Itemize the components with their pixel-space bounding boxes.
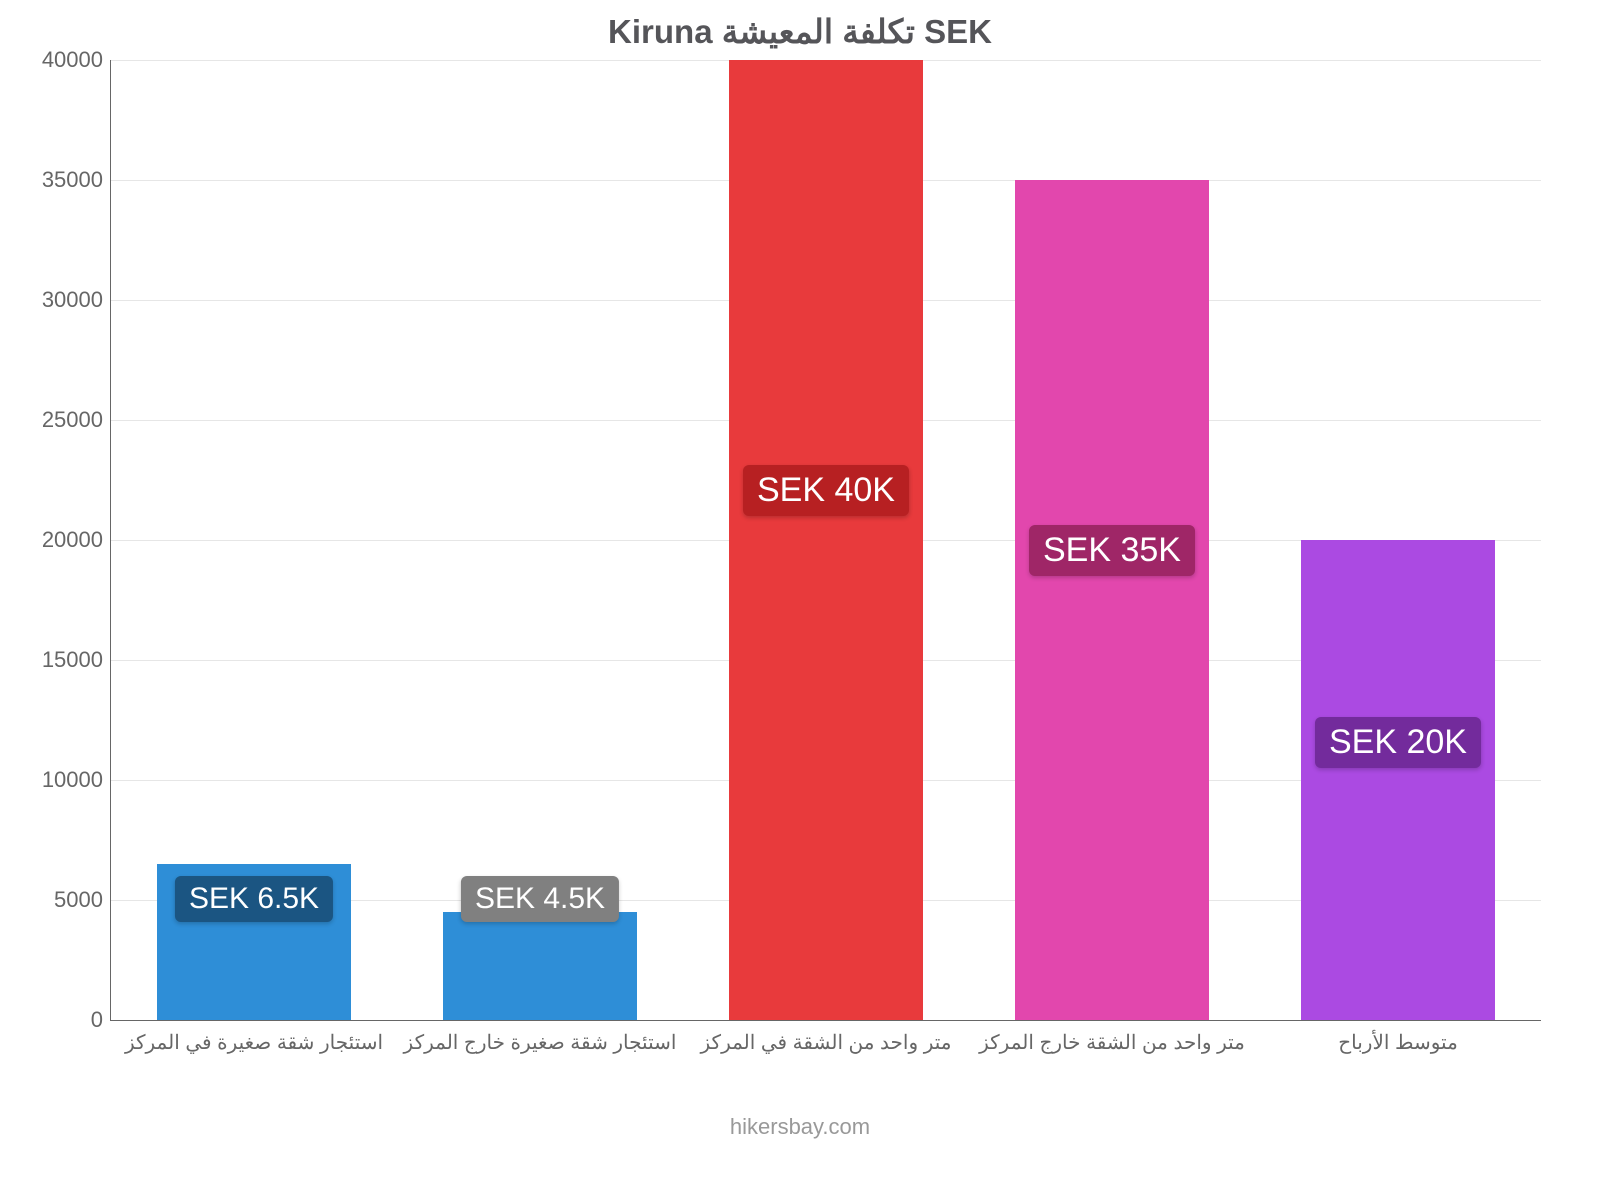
x-tick-label: متر واحد من الشقة في المركز (701, 1020, 952, 1055)
x-tick-label: متوسط الأرباح (1338, 1020, 1458, 1055)
chart-container: Kiruna تكلفة المعيشة SEK 050001000015000… (0, 0, 1600, 1200)
value-badge: SEK 35K (1029, 525, 1195, 576)
plot-area: 0500010000150002000025000300003500040000… (110, 60, 1541, 1021)
bar (1301, 540, 1495, 1020)
bar (443, 912, 637, 1020)
y-tick-label: 35000 (42, 167, 111, 193)
y-tick-label: 10000 (42, 767, 111, 793)
bar (1015, 180, 1209, 1020)
value-badge: SEK 6.5K (175, 876, 333, 922)
x-tick-label: متر واحد من الشقة خارج المركز (979, 1020, 1245, 1055)
y-tick-label: 30000 (42, 287, 111, 313)
y-tick-label: 0 (91, 1007, 111, 1033)
chart-title: Kiruna تكلفة المعيشة SEK (0, 12, 1600, 51)
x-tick-label: استئجار شقة صغيرة في المركز (125, 1020, 383, 1055)
value-badge: SEK 4.5K (461, 876, 619, 922)
y-tick-label: 40000 (42, 47, 111, 73)
x-tick-label: استئجار شقة صغيرة خارج المركز (404, 1020, 677, 1055)
value-badge: SEK 20K (1315, 717, 1481, 768)
y-tick-label: 5000 (54, 887, 111, 913)
y-tick-label: 15000 (42, 647, 111, 673)
bar (729, 60, 923, 1020)
y-tick-label: 25000 (42, 407, 111, 433)
y-tick-label: 20000 (42, 527, 111, 553)
value-badge: SEK 40K (743, 465, 909, 516)
chart-footer: hikersbay.com (0, 1114, 1600, 1140)
